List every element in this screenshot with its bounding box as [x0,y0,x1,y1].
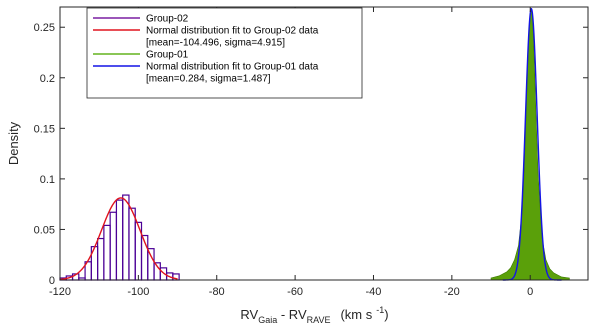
group-02-bar [147,248,155,281]
group-02-bar [115,199,124,281]
x-axis-label: RVGaia - RVRAVE (km s -1) [240,305,388,325]
x-axis-label-close: ) [384,307,388,322]
x-axis-label-unit: (km s [340,307,372,322]
group-02-bar [128,207,136,281]
group-02-fit-line [59,197,178,281]
x-axis-label-mid: - RV [277,307,307,322]
x-tick-label: -120 [49,286,71,298]
x-tick-label: -20 [444,286,460,298]
axis-ticks: -120 -100 -80 -60 -40 -20 0 0 0.05 0.1 0.15 0.2 0.25 [34,7,588,298]
group-01-area [490,8,570,281]
x-tick-label: 0 [527,286,533,298]
y-axis-label: Density [6,121,21,165]
x-axis-label-sup: -1 [376,305,384,315]
group-02-bar [122,194,130,281]
y-tick-label: 0 [49,275,55,287]
group-02-bar [109,211,118,281]
legend-label-detail: [mean=-104.496, sigma=4.915] [146,38,285,49]
legend-label: Group-01 [146,50,189,61]
x-tick-label: -80 [209,286,225,298]
y-tick-label: 0.15 [34,123,55,135]
group-02-bar [97,237,105,281]
axes-box [59,6,589,281]
x-tick-label: -100 [127,286,149,298]
y-tick-label: 0.2 [40,73,55,85]
y-tick-label: 0.05 [34,224,55,236]
legend-label: Normal distribution fit to Group-02 data [146,26,319,37]
x-axis-label-main: RV [240,307,258,322]
group-02-bar [103,224,111,281]
legend-label-detail: [mean=0.284, sigma=1.487] [146,74,271,85]
x-axis-label-sub-gaia: Gaia [258,315,277,325]
legend-box [86,7,363,99]
x-tick-label: -40 [366,286,382,298]
x-tick-label: -60 [287,286,303,298]
y-tick-label: 0.25 [34,22,55,34]
legend-label: Normal distribution fit to Group-01 data [146,62,319,73]
group-01-fit-line [502,8,562,281]
legend-label: Group-02 [146,14,189,25]
x-axis-label-sub-rave: RAVE [307,315,331,325]
y-tick-label: 0.1 [40,174,55,186]
